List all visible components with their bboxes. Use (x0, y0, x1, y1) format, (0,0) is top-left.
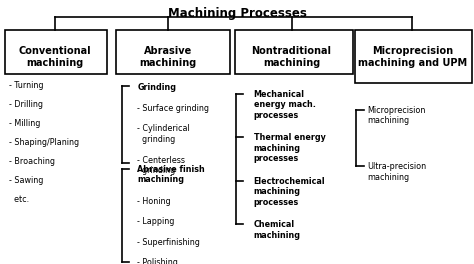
Text: Machining Processes: Machining Processes (168, 7, 306, 20)
Text: Grinding: Grinding (137, 83, 176, 92)
Text: Thermal energy
machining
processes: Thermal energy machining processes (254, 133, 326, 163)
Text: - Broaching: - Broaching (9, 157, 55, 166)
Text: - Sawing: - Sawing (9, 176, 43, 185)
Text: - Milling: - Milling (9, 119, 40, 128)
Text: - Turning: - Turning (9, 81, 43, 89)
Text: Mechanical
energy mach.
processes: Mechanical energy mach. processes (254, 90, 316, 120)
Text: - Cylinderical
  grinding: - Cylinderical grinding (137, 124, 190, 144)
Text: etc.: etc. (9, 195, 28, 204)
Text: Chemical
machining: Chemical machining (254, 220, 301, 240)
Text: Electrochemical
machining
processes: Electrochemical machining processes (254, 177, 325, 207)
Text: Abrasive
machining: Abrasive machining (140, 46, 197, 68)
Text: - Honing: - Honing (137, 197, 171, 206)
Text: - Lapping: - Lapping (137, 217, 175, 226)
Text: - Polishing: - Polishing (137, 258, 178, 264)
Text: - Centerless
  grinding: - Centerless grinding (137, 156, 185, 175)
Text: Microprecision
machining: Microprecision machining (367, 106, 426, 125)
Text: Abrasive finish
machining: Abrasive finish machining (137, 165, 205, 184)
Text: - Superfinishing: - Superfinishing (137, 238, 201, 247)
Text: Ultra-precision
machining: Ultra-precision machining (367, 162, 427, 182)
Text: Conventional
machining: Conventional machining (18, 46, 91, 68)
Text: - Shaping/Planing: - Shaping/Planing (9, 138, 79, 147)
Text: Nontraditional
machining: Nontraditional machining (252, 46, 331, 68)
Text: Microprecision
machining and UPM: Microprecision machining and UPM (358, 46, 467, 68)
Text: - Surface grinding: - Surface grinding (137, 104, 210, 113)
Text: - Drilling: - Drilling (9, 100, 43, 109)
